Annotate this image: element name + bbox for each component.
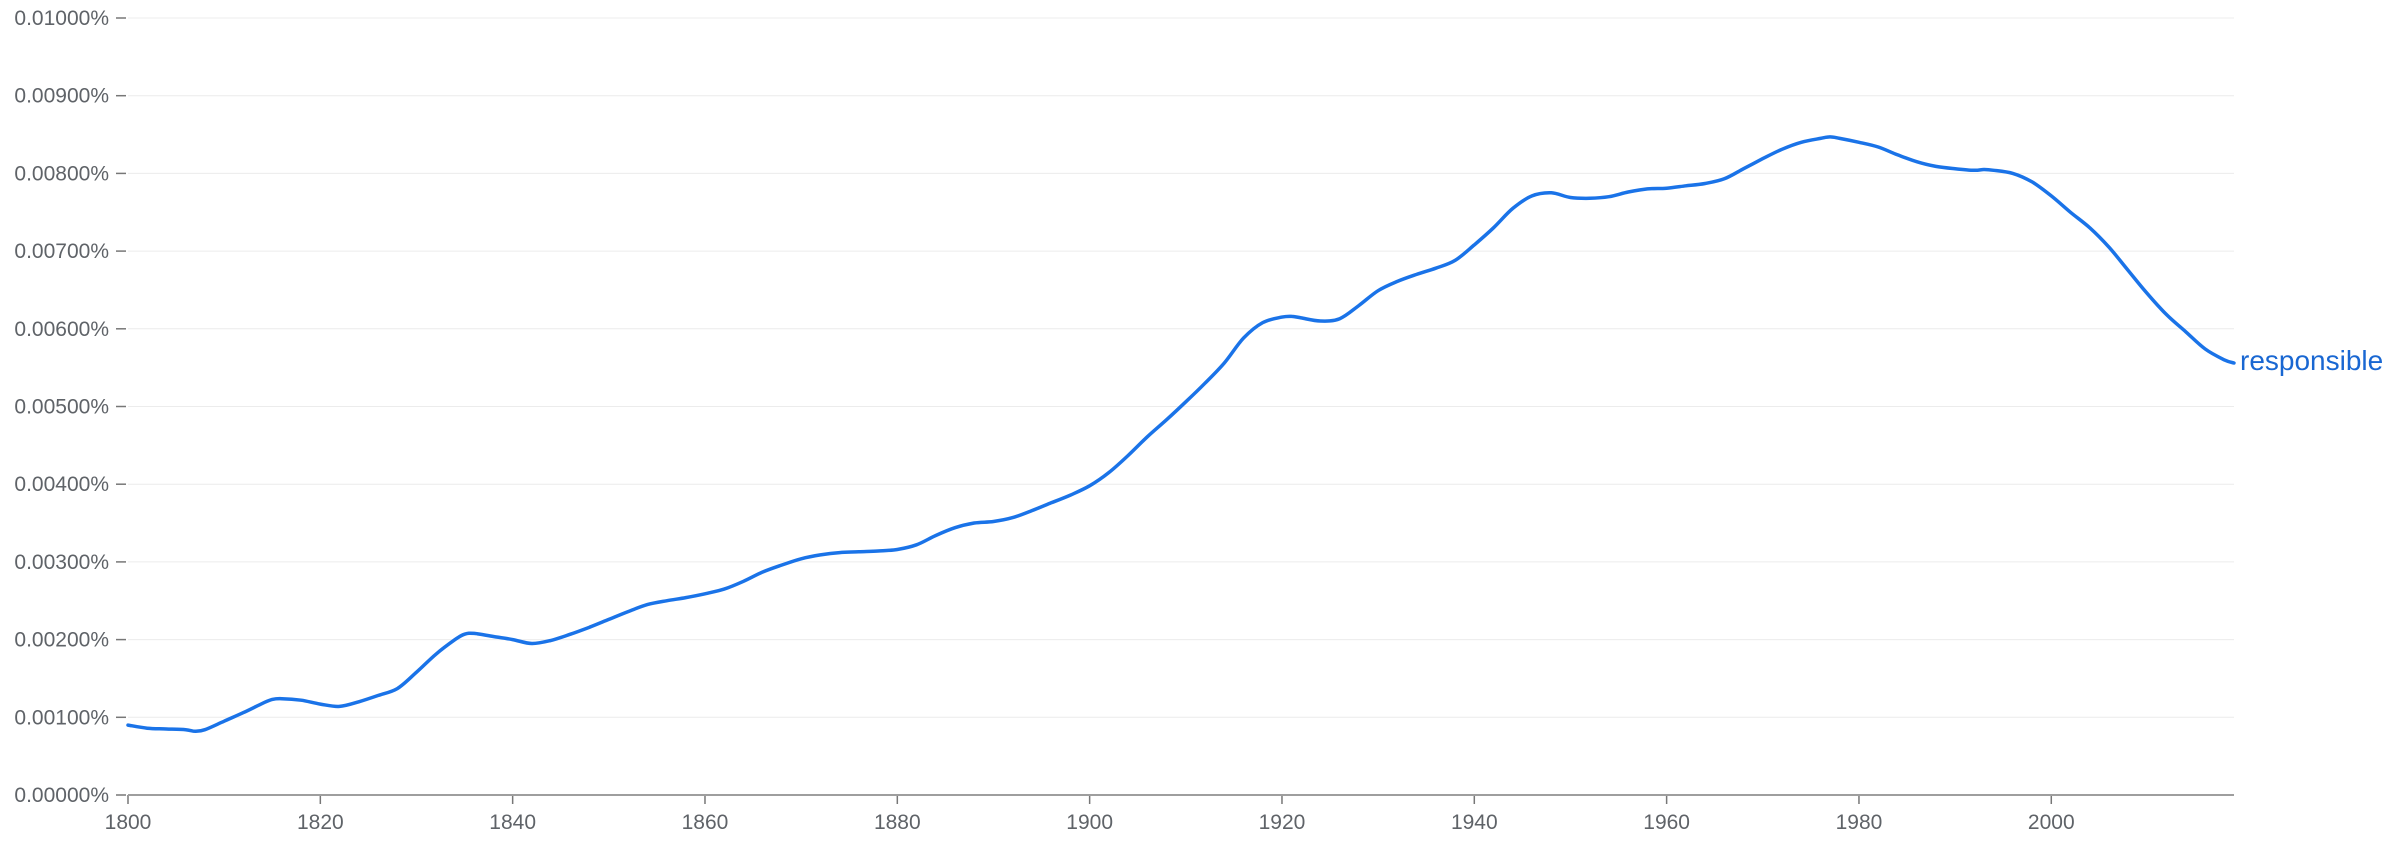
x-tick-label: 1980 <box>1836 811 1883 834</box>
x-tick-label: 1860 <box>682 811 729 834</box>
y-tick-label: 0.00800% <box>14 162 109 185</box>
y-tick-label: 0.00300% <box>14 551 109 574</box>
y-tick-label: 0.00900% <box>14 85 109 108</box>
x-axis: 1800 1820 1840 1860 1880 1900 1920 1940 1960 1980… <box>105 795 2075 834</box>
y-tick-label: 0.01000% <box>14 7 109 30</box>
y-tick-label: 0.00700% <box>14 240 109 263</box>
x-tick-label: 1820 <box>297 811 344 834</box>
x-tick-label: 1800 <box>105 811 152 834</box>
y-tick-label: 0.00400% <box>14 473 109 496</box>
x-tick-label: 1900 <box>1066 811 1113 834</box>
x-tick-label: 1880 <box>874 811 921 834</box>
y-tick-label: 0.00600% <box>14 318 109 341</box>
grid-lines <box>128 17 2234 718</box>
series-label[interactable]: responsible <box>2240 345 2383 376</box>
x-tick-label: 2000 <box>2028 811 2075 834</box>
x-tick-label: 1960 <box>1643 811 1690 834</box>
y-tick-label: 0.00000% <box>14 784 109 807</box>
series-layer: responsible <box>126 135 2383 734</box>
x-tick-label: 1920 <box>1259 811 1306 834</box>
x-tick-label: 1840 <box>489 811 536 834</box>
x-tick-label: 1940 <box>1451 811 1498 834</box>
y-tick-label: 0.00200% <box>14 629 109 652</box>
y-tick-label: 0.00100% <box>14 706 109 729</box>
series-line-responsible[interactable] <box>126 135 2236 734</box>
y-tick-label: 0.00500% <box>14 396 109 419</box>
y-axis: 0.00000% 0.00100% 0.00200% 0.00300% 0.00400%… <box>14 7 126 807</box>
